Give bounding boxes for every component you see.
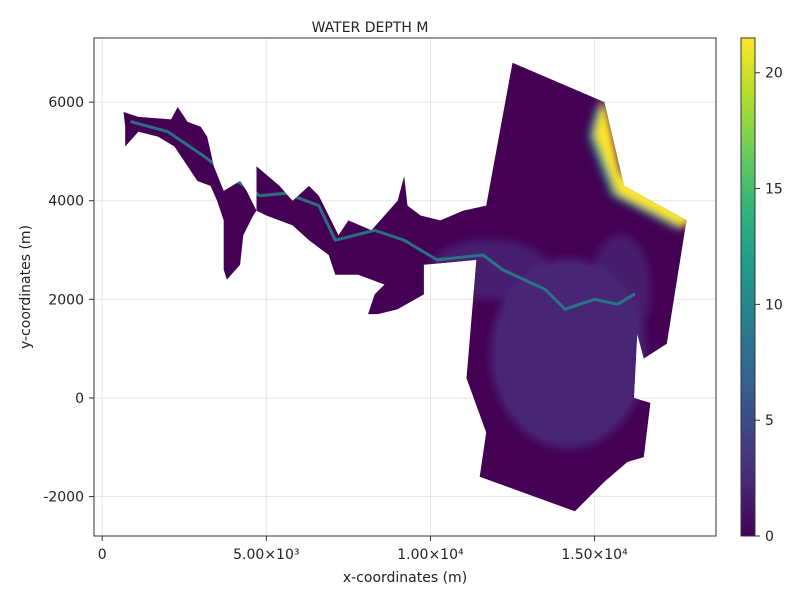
x-tick-label: 1.50×10⁴ [561, 547, 628, 563]
plot-area [123, 62, 687, 512]
colorbar-tick-label: 0 [765, 529, 774, 545]
chart-title: WATER DEPTH M [312, 20, 429, 36]
grid [94, 38, 716, 536]
axis-ticks: 0 5.00×10³ 1.00×10⁴ 1.50×10⁴ -2000 0 2000 4000 6… [43, 95, 628, 563]
mid-depth-zone [429, 234, 651, 449]
x-tick-label: 1.00×10⁴ [397, 547, 464, 563]
y-tick-label: 4000 [48, 194, 84, 210]
y-tick-label: 2000 [48, 292, 84, 308]
x-tick-label: 5.00×10³ [233, 547, 299, 563]
colorbar-frame [740, 37, 756, 537]
y-tick-label: 0 [75, 391, 84, 407]
plot-frame [93, 37, 717, 537]
colorbar-gradient [741, 38, 755, 536]
colorbar-tick-label: 15 [765, 182, 783, 198]
colorbar: 0 5 10 15 20 [740, 37, 783, 545]
y-tick-label: 6000 [48, 95, 84, 111]
depth-shading [130, 97, 687, 449]
y-tick-label: -2000 [43, 490, 84, 506]
colorbar-tick-label: 5 [765, 413, 774, 429]
colorbar-ticks: 0 5 10 15 20 [755, 66, 783, 545]
colorbar-tick-label: 20 [765, 66, 783, 82]
x-axis-label: x-coordinates (m) [343, 570, 467, 586]
y-axis-label: y-coordinates (m) [18, 225, 34, 349]
x-tick-label: 0 [98, 547, 107, 563]
colorbar-tick-label: 10 [765, 297, 783, 313]
